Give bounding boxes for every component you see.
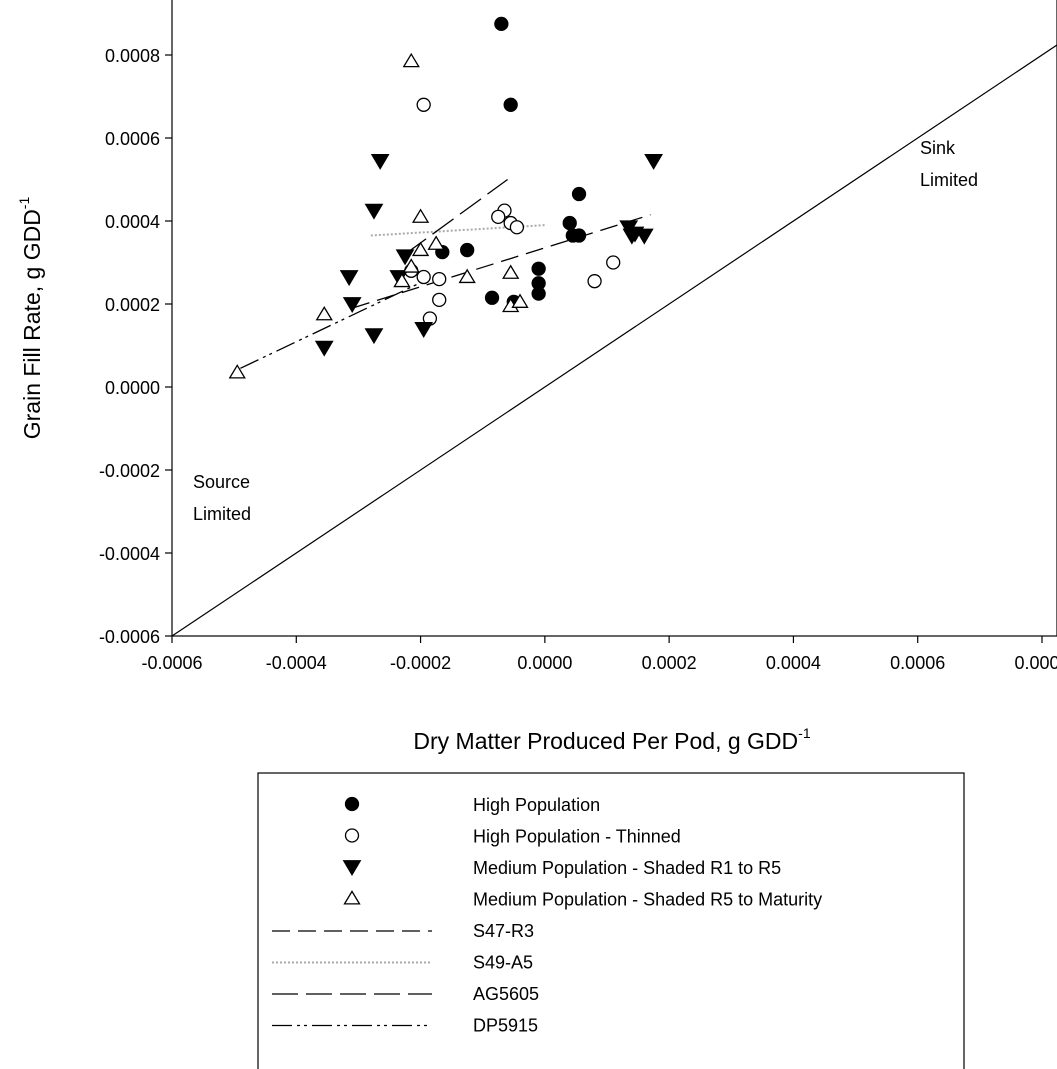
y-tick-label: 0.0002	[105, 295, 160, 315]
x-tick-label: 0.0006	[890, 653, 945, 673]
data-point-open-circle	[491, 209, 506, 225]
data-point-filled-circle	[531, 261, 546, 276]
x-tick-label: 0.0008	[1014, 653, 1057, 673]
legend-symbol-open-triangle-up	[343, 890, 361, 905]
legend-label: DP5915	[473, 1016, 538, 1036]
regression-lines-group	[240, 178, 651, 369]
legend-label: AG5605	[473, 984, 539, 1004]
legend-label: High Population - Thinned	[473, 827, 681, 847]
y-axis-title-text: Grain Fill Rate, g GDD	[19, 209, 45, 439]
data-point-filled-triangle-down	[622, 228, 642, 245]
data-point-open-circle	[432, 271, 447, 287]
x-axis-title: Dry Matter Produced Per Pod, g GDD-1	[413, 725, 810, 754]
data-point-open-triangle-up	[502, 264, 520, 279]
data-point-open-triangle-up	[511, 293, 529, 308]
plot-area-frame	[171, 0, 1057, 637]
data-point-open-triangle-up	[411, 208, 430, 223]
data-point-filled-circle	[571, 186, 587, 202]
data-point-open-circle	[416, 97, 431, 112]
data-point-open-triangle-up	[402, 52, 420, 68]
data-point-filled-triangle-down	[395, 249, 415, 266]
data-point-open-triangle-up	[393, 272, 411, 288]
data-point-filled-triangle-down	[339, 270, 359, 287]
legend-label: Medium Population - Shaded R1 to R5	[473, 858, 781, 878]
legend-label: S49-A5	[473, 953, 533, 973]
data-point-open-triangle-up	[458, 268, 476, 284]
legend: High Population High Population - Thinned…	[272, 795, 822, 1036]
data-points-group	[228, 16, 663, 379]
x-tick-label: -0.0004	[266, 653, 327, 673]
y-axis-title-superscript: -1	[16, 197, 32, 210]
data-point-open-circle	[587, 274, 602, 289]
y-tick-label: 0.0000	[105, 378, 160, 398]
data-point-filled-triangle-down	[414, 322, 434, 338]
y-tick-label: -0.0006	[99, 627, 160, 647]
data-point-filled-circle	[494, 16, 509, 32]
data-point-filled-triangle-down	[634, 228, 654, 245]
reference-line-group	[172, 44, 1057, 636]
regression-line-dp5915	[240, 280, 424, 369]
data-point-open-triangle-up	[402, 258, 420, 273]
x-tick-label: -0.0006	[141, 653, 202, 673]
data-point-open-triangle-up	[427, 235, 445, 250]
data-point-open-circle	[432, 292, 447, 308]
x-axis-title-superscript: -1	[798, 725, 811, 741]
data-point-open-triangle-up	[228, 364, 246, 379]
data-point-filled-circle	[460, 242, 475, 258]
x-tick-label: -0.0002	[390, 653, 451, 673]
data-point-filled-circle	[562, 215, 577, 231]
data-point-filled-triangle-down	[364, 203, 384, 220]
axes: -0.0006 -0.0004 -0.0002 0.0000 0.0002 0.0004 0…	[99, 46, 1057, 673]
data-point-filled-triangle-down	[644, 153, 663, 170]
data-point-filled-triangle-down	[342, 297, 362, 314]
y-tick-label: -0.0004	[99, 544, 160, 564]
one-to-one-line	[172, 44, 1057, 636]
regression-line-s47-r3	[352, 214, 651, 309]
annotation-source-line-1: Source	[193, 472, 250, 492]
legend-symbol-open-circle	[344, 828, 360, 843]
x-tick-label: 0.0000	[517, 653, 572, 673]
data-point-filled-circle	[503, 97, 518, 112]
annotation-sink-limited: Sink Limited	[920, 138, 978, 190]
data-point-filled-circle	[571, 228, 587, 243]
data-point-open-triangle-up	[411, 241, 430, 257]
y-tick-label: -0.0002	[99, 461, 160, 481]
data-point-open-triangle-up	[315, 305, 333, 321]
y-axis-title: Grain Fill Rate, g GDD-1	[16, 197, 45, 440]
data-point-open-circle	[606, 255, 621, 270]
legend-symbol-filled-circle	[344, 796, 360, 812]
annotation-sink-line-1: Sink	[920, 138, 956, 158]
y-tick-label: 0.0004	[105, 212, 160, 232]
data-point-filled-triangle-down	[314, 340, 334, 357]
data-point-open-circle	[416, 269, 431, 285]
data-point-filled-triangle-down	[370, 153, 390, 170]
x-axis-title-text: Dry Matter Produced Per Pod, g GDD	[413, 728, 798, 754]
legend-box	[257, 772, 965, 1069]
annotation-sink-line-2: Limited	[920, 170, 978, 190]
x-tick-label: 0.0002	[642, 653, 697, 673]
annotation-source-limited: Source Limited	[193, 472, 255, 524]
data-point-filled-circle	[531, 286, 546, 301]
legend-label: Medium Population - Shaded R5 to Maturit…	[473, 890, 822, 910]
legend-symbol-filled-triangle-down	[342, 860, 362, 877]
regression-line-ag5605	[404, 178, 508, 255]
annotation-source-line-2: Limited	[193, 504, 251, 524]
x-tick-label: 0.0004	[766, 653, 821, 673]
y-tick-label: 0.0008	[105, 46, 160, 66]
data-point-filled-circle	[484, 290, 500, 305]
legend-label: S47-R3	[473, 921, 534, 941]
data-point-filled-triangle-down	[364, 328, 384, 345]
y-tick-label: 0.0006	[105, 129, 160, 149]
legend-label: High Population	[473, 795, 600, 815]
data-point-open-circle	[509, 220, 525, 235]
